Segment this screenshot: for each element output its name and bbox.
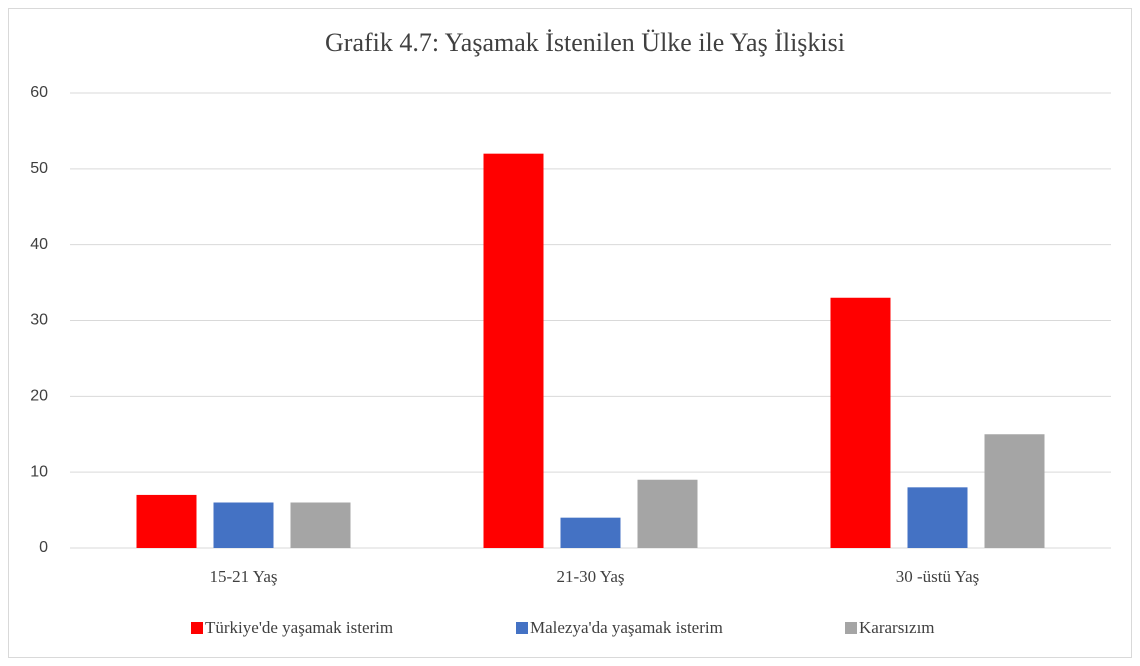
y-tick-label: 40 [30,236,48,253]
y-tick-label: 10 [30,463,48,480]
bar [560,517,621,548]
y-tick-label: 20 [30,388,48,405]
legend-swatch [516,622,528,634]
y-tick-label: 50 [30,160,48,177]
legend-swatch [191,622,203,634]
bar [136,494,197,548]
bar [483,153,544,548]
y-tick-label: 0 [39,539,48,556]
bar [984,434,1045,548]
y-tick-label: 30 [30,312,48,329]
legend-label: Türkiye'de yaşamak isterim [205,618,393,637]
bar [907,487,968,548]
x-tick-label: 21-30 Yaş [556,567,624,586]
x-tick-label: 30 -üstü Yaş [896,567,980,586]
x-tick-label: 15-21 Yaş [209,567,277,586]
bar [213,502,274,548]
legend-label: Kararsızım [859,618,935,637]
bar [830,297,891,548]
bar [290,502,351,548]
chart-border [8,8,1132,658]
bar [637,479,698,548]
legend-label: Malezya'da yaşamak isterim [530,618,723,637]
chart-title: Grafik 4.7: Yaşamak İstenilen Ülke ile Y… [325,28,845,57]
legend-swatch [845,622,857,634]
y-tick-label: 60 [30,84,48,101]
